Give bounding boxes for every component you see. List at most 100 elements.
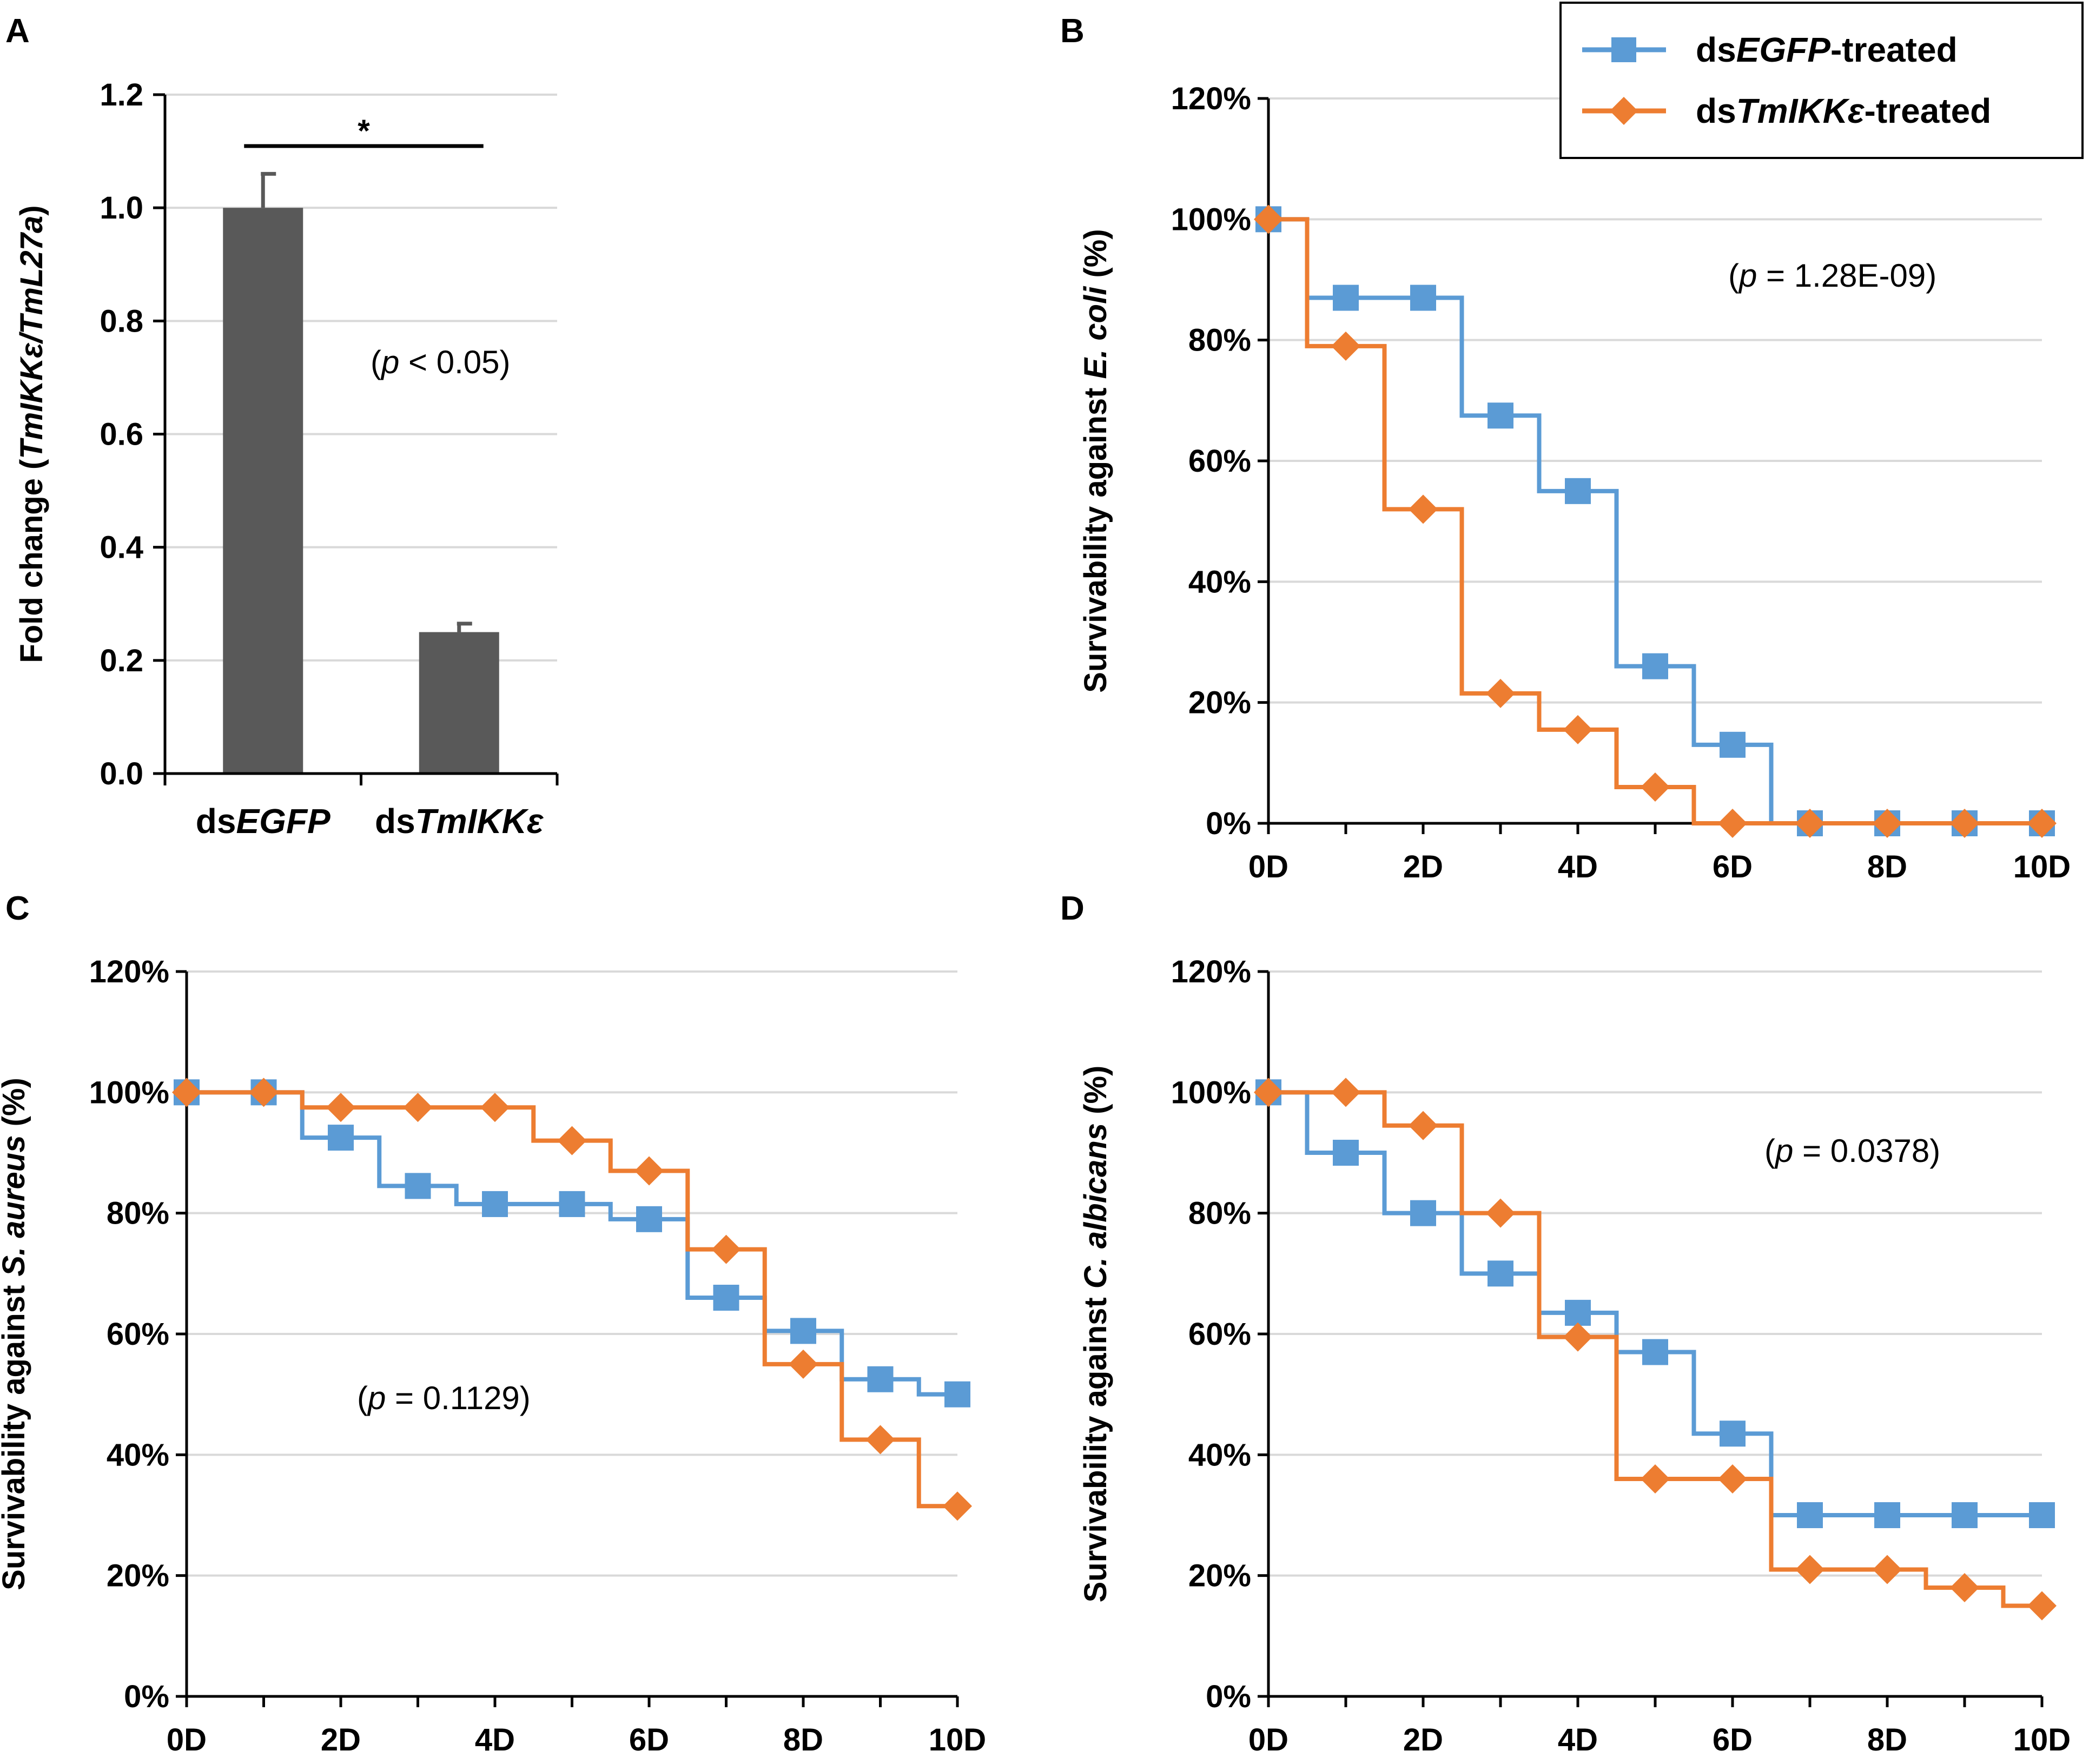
y-tick-label: 60%	[1188, 444, 1251, 479]
x-tick-label: 6D	[1713, 849, 1753, 884]
data-point-diamond	[865, 1425, 895, 1455]
data-point-diamond	[326, 1093, 355, 1122]
step-line	[1268, 217, 2042, 825]
data-point-square	[1410, 285, 1436, 311]
data-point-diamond	[1409, 1111, 1438, 1140]
data-point-diamond	[403, 1093, 433, 1122]
panel-a-bar-chart: A 0.0 0.2 0.4 0.6 0.8 1.0 1.2 dsEGFP dsTmIKKε F…	[5, 12, 559, 841]
category-label: dsEGFP	[196, 802, 330, 841]
bar	[419, 632, 499, 774]
y-tick-label: 0.2	[100, 643, 143, 678]
panel-a-bars	[223, 171, 499, 774]
series-egfp	[174, 1079, 970, 1408]
data-point-square	[1565, 478, 1591, 504]
tick-labels: 0% 20% 40% 60% 80% 100% 120% 0D 2D 4D 6D 8D 10D	[89, 954, 987, 1758]
series-tmikk	[1254, 204, 2057, 838]
panel-b-plot: 0% 20% 40% 60% 80% 100% 120% 0D 2D 4D 6D 8D 10D (p = …	[1078, 81, 2071, 884]
data-point-square	[1488, 1260, 1513, 1287]
p-value-label: (p = 0.0378)	[1764, 1133, 1940, 1169]
y-tick-label: 100%	[1171, 202, 1251, 237]
y-tick-label: 0%	[1206, 1679, 1251, 1714]
y-tick-label: 80%	[107, 1196, 169, 1231]
panel-a-y-axis-label: Fold change (TmIKKε/TmL27a)	[14, 205, 49, 663]
tick-labels: 0% 20% 40% 60% 80% 100% 120% 0D 2D 4D 6D 8D 10D	[1171, 81, 2071, 884]
y-tick-label: 80%	[1188, 1196, 1251, 1231]
step-line	[1268, 1090, 2042, 1608]
series-egfp	[1255, 1079, 2055, 1528]
x-tick-label: 6D	[1713, 1722, 1753, 1758]
data-point-diamond	[1409, 494, 1438, 524]
step-line	[1268, 217, 2042, 825]
panel-c-survival-chart: C 0% 20% 40% 60% 80% 100% 120% 0D 2D 4D 6D 8D 10D (p …	[0, 890, 986, 1758]
data-point-diamond	[711, 1234, 741, 1264]
data-point-square	[1952, 1502, 1978, 1528]
x-tick-label: 2D	[1403, 1722, 1443, 1758]
data-point-square	[559, 1191, 585, 1217]
data-point-square	[1720, 731, 1746, 758]
panel-letter-b: B	[1060, 12, 1085, 50]
x-tick-label: 6D	[629, 1722, 669, 1758]
y-tick-label: 120%	[89, 954, 169, 989]
data-point-diamond	[1950, 1573, 1979, 1602]
y-tick-label: 20%	[1188, 1558, 1251, 1594]
data-point-diamond	[1563, 1322, 1592, 1352]
legend-box	[1559, 2, 2084, 159]
x-tick-label: 0D	[167, 1722, 207, 1758]
y-axis-label: Survivability against E. coli (%)	[1078, 229, 1113, 692]
panel-a-p-value: (p < 0.05)	[371, 344, 511, 380]
data-point-square	[713, 1285, 739, 1311]
x-tick-label: 10D	[929, 1722, 986, 1758]
y-tick-label: 20%	[1188, 685, 1251, 721]
data-point-square	[1642, 653, 1668, 679]
data-point-diamond	[1641, 772, 1670, 802]
step-line	[1268, 1090, 2042, 1517]
p-value-label: (p = 1.28E-09)	[1728, 257, 1936, 294]
significance-star: *	[358, 114, 370, 149]
y-tick-label: 60%	[1188, 1317, 1251, 1352]
data-point-diamond	[172, 1078, 201, 1107]
data-point-square	[867, 1366, 894, 1392]
data-point-diamond	[1486, 678, 1515, 708]
data-point-square	[1874, 1502, 1900, 1528]
data-point-diamond	[1486, 1198, 1515, 1228]
x-tick-label: 2D	[1403, 849, 1443, 884]
x-tick-label: 4D	[475, 1722, 515, 1758]
y-tick-label: 80%	[1188, 323, 1251, 358]
x-tick-label: 2D	[321, 1722, 361, 1758]
data-point-diamond	[1563, 715, 1592, 744]
p-value-label: (p = 0.1129)	[357, 1380, 531, 1416]
data-point-square	[328, 1125, 354, 1151]
bar	[223, 208, 303, 774]
panel-a-y-tick-labels: 0.0 0.2 0.4 0.6 0.8 1.0 1.2	[100, 77, 143, 791]
data-point-diamond	[1641, 1464, 1670, 1494]
data-point-square	[790, 1318, 816, 1344]
panel-letter-d: D	[1060, 890, 1085, 927]
y-tick-label: 1.2	[100, 77, 143, 113]
data-point-diamond	[1795, 809, 1824, 838]
legend-tmikk-label: dsTmIKKε-treated	[1696, 91, 1991, 130]
x-tick-label: 8D	[1867, 849, 1907, 884]
data-point-square	[482, 1191, 508, 1217]
data-point-square	[405, 1173, 431, 1199]
series-tmikk	[172, 1078, 972, 1521]
legend: dsEGFP-treated dsTmIKKε-treated	[1559, 2, 2084, 159]
data-point-diamond	[1331, 1078, 1360, 1107]
x-tick-label: 4D	[1558, 1722, 1598, 1758]
x-tick-label: 4D	[1558, 849, 1598, 884]
y-tick-label: 0.4	[100, 530, 143, 565]
tick-labels: 0% 20% 40% 60% 80% 100% 120% 0D 2D 4D 6D 8D 10D	[1171, 954, 2071, 1758]
data-point-diamond	[789, 1349, 818, 1379]
x-tick-label: 10D	[2013, 1722, 2071, 1758]
y-tick-label: 40%	[107, 1437, 169, 1472]
y-tick-label: 0.0	[100, 756, 143, 791]
y-tick-label: 0%	[124, 1679, 169, 1714]
y-tick-label: 100%	[1171, 1075, 1251, 1110]
series-tmikk	[1254, 1078, 2057, 1621]
data-point-diamond	[557, 1126, 587, 1155]
panel-c-plot: 0% 20% 40% 60% 80% 100% 120% 0D 2D 4D 6D 8D 10D (p = …	[0, 954, 986, 1758]
data-point-square	[1642, 1339, 1668, 1365]
data-point-diamond	[2027, 1591, 2057, 1621]
y-tick-label: 60%	[107, 1317, 169, 1352]
panel-letter-a: A	[5, 12, 30, 50]
